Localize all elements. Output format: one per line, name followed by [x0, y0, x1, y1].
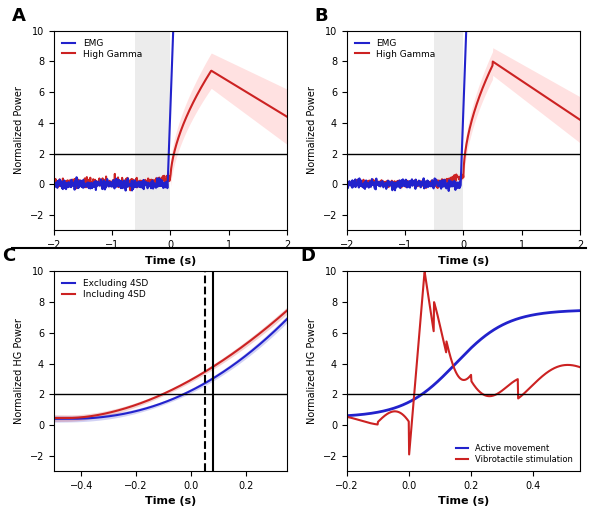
Bar [434, 31, 463, 230]
X-axis label: Time (s): Time (s) [145, 255, 196, 266]
Legend: Excluding 4SD, Including 4SD: Excluding 4SD, Including 4SD [59, 276, 151, 303]
X-axis label: Time (s): Time (s) [145, 496, 196, 506]
Y-axis label: Normalized Power: Normalized Power [307, 87, 317, 175]
Y-axis label: Normalized HG Power: Normalized HG Power [307, 318, 317, 424]
Text: A: A [12, 7, 26, 25]
X-axis label: Time (s): Time (s) [438, 255, 489, 266]
Legend: EMG, High Gamma: EMG, High Gamma [59, 35, 145, 62]
Bar [135, 31, 170, 230]
X-axis label: Time (s): Time (s) [438, 496, 489, 506]
Y-axis label: Normalized HG Power: Normalized HG Power [14, 318, 24, 424]
Text: B: B [314, 7, 328, 25]
Legend: Active movement, Vibrotactile stimulation: Active movement, Vibrotactile stimulatio… [452, 440, 576, 467]
Y-axis label: Normalized Power: Normalized Power [14, 87, 24, 175]
Text: C: C [2, 247, 16, 265]
Text: D: D [300, 247, 315, 265]
Legend: EMG, High Gamma: EMG, High Gamma [352, 35, 438, 62]
